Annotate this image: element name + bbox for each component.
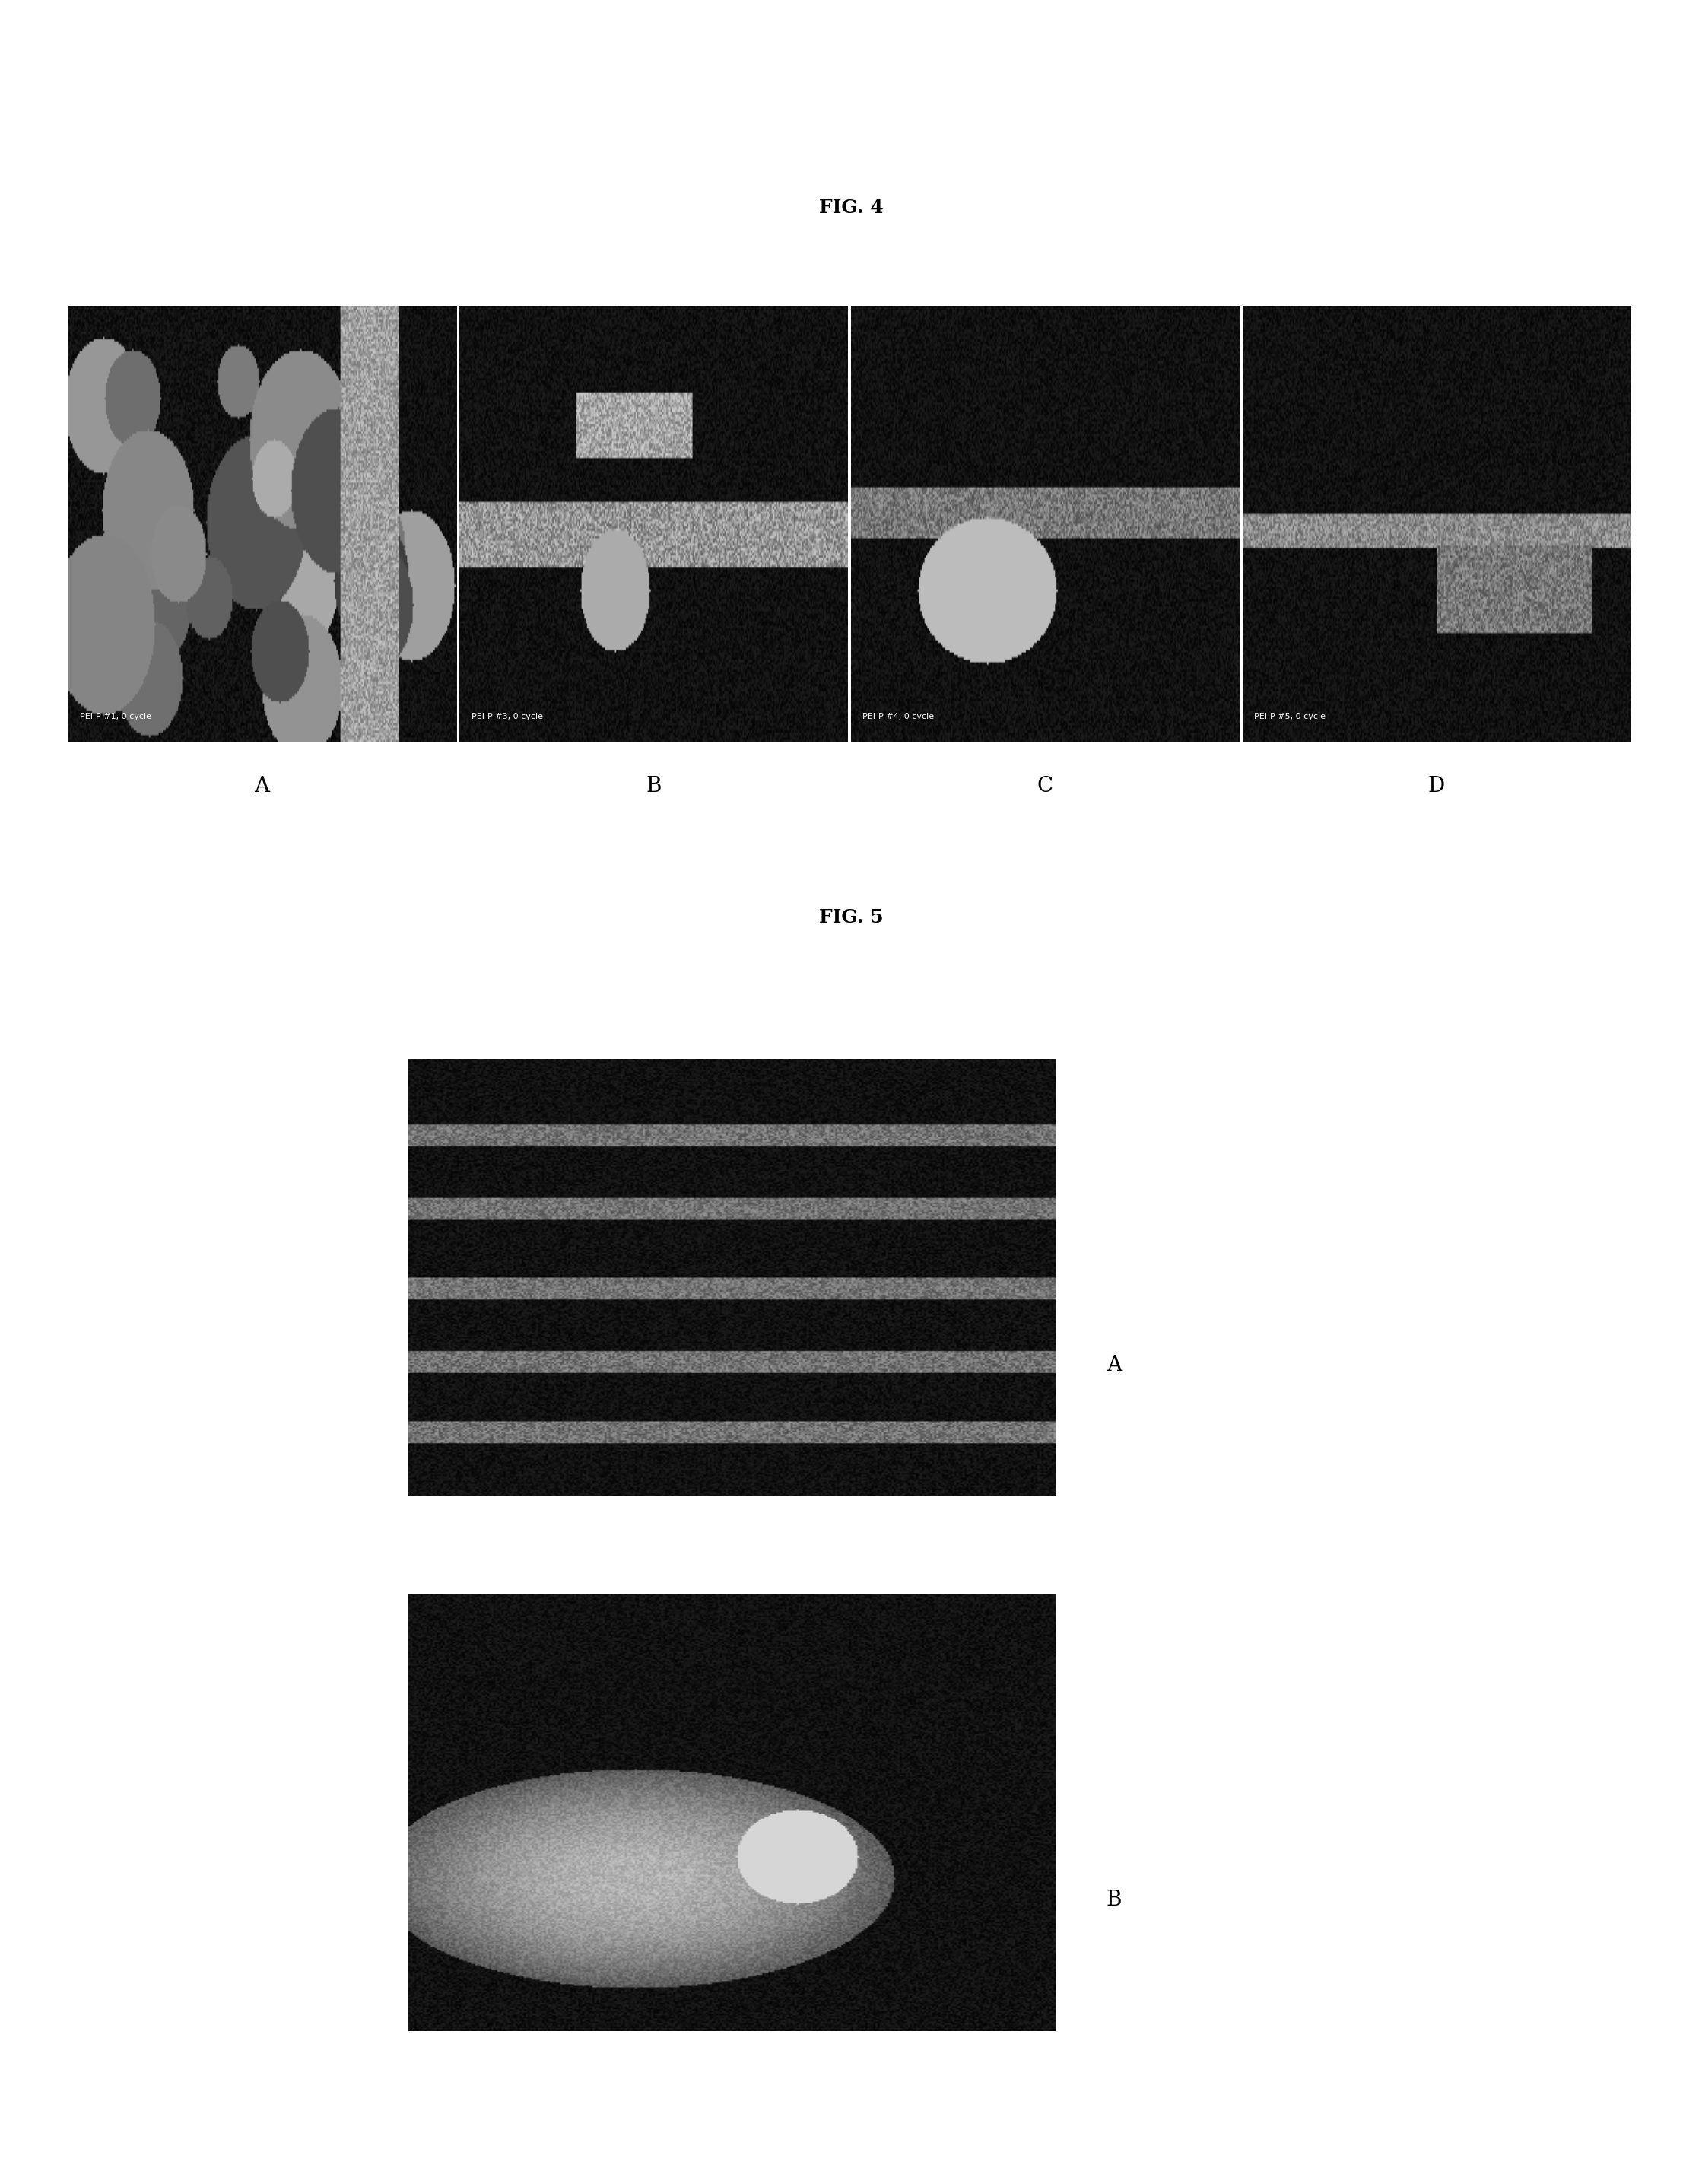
Text: FIG. 4: FIG. 4 (819, 199, 883, 216)
Text: PEI-P #5, 0 cycle: PEI-P #5, 0 cycle (1254, 714, 1326, 721)
Text: D: D (1428, 775, 1445, 797)
Text: A: A (1106, 1354, 1122, 1376)
Text: FIG. 5: FIG. 5 (819, 909, 883, 926)
Text: A: A (255, 775, 269, 797)
Text: PEI-P #4, 0 cycle: PEI-P #4, 0 cycle (863, 714, 934, 721)
Text: PEI-P #3, 0 cycle: PEI-P #3, 0 cycle (471, 714, 543, 721)
Text: B: B (645, 775, 662, 797)
Text: B: B (1106, 1889, 1122, 1911)
Text: PEI-P #1, 0 cycle: PEI-P #1, 0 cycle (80, 714, 151, 721)
Text: C: C (1037, 775, 1054, 797)
